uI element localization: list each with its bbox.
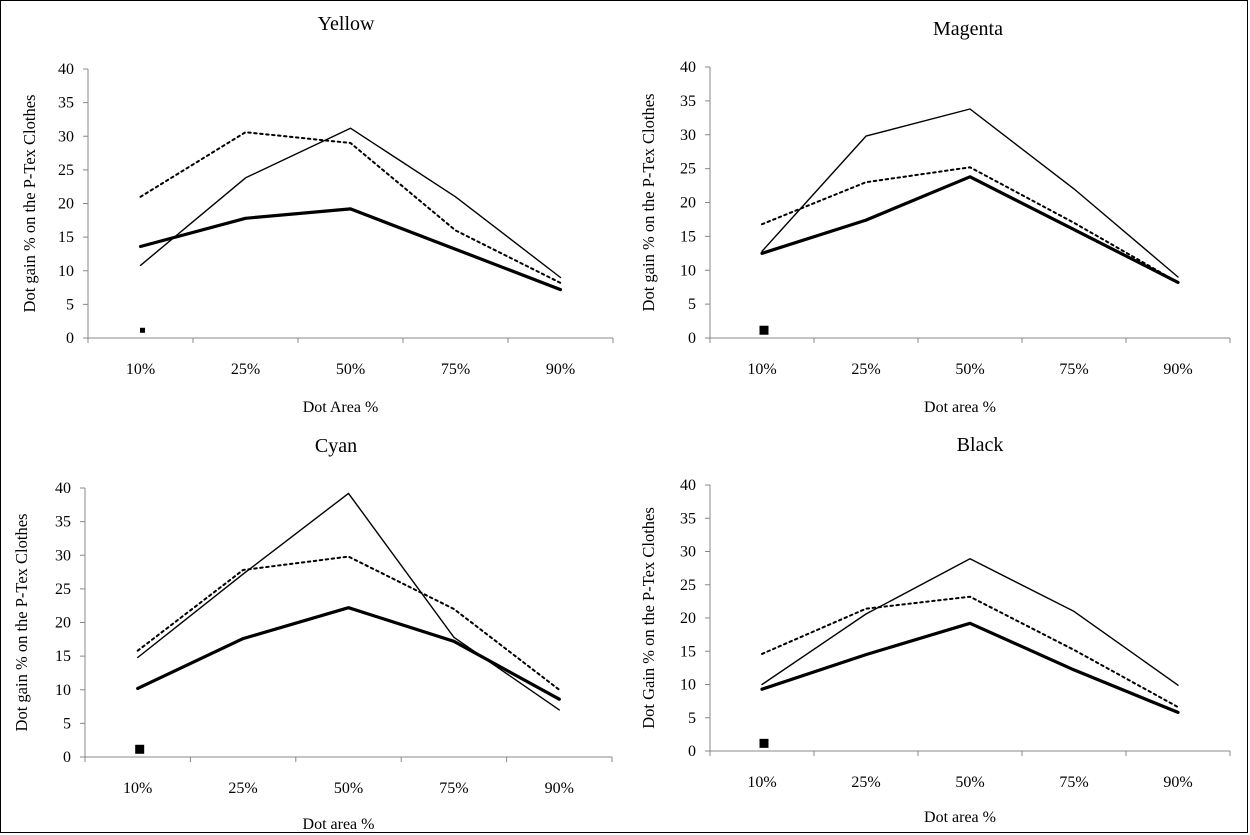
chart-title: Cyan — [315, 435, 357, 457]
chart-panel-3: Cyan 0 5 10 15 20 25 30 35 40 10% 25% 50% 75% 90% Dot a… — [12, 435, 613, 833]
y-axis-label: Dot gain % on the P-Tex Clothes — [12, 514, 31, 732]
y-axis-label: Dot Gain % on the P-Tex Clothes — [639, 507, 658, 729]
x-tick-label: 10% — [126, 361, 155, 378]
y-tick-label: 35 — [55, 514, 71, 531]
x-tick-label: 75% — [1059, 361, 1088, 378]
y-tick-label: 5 — [688, 296, 696, 313]
y-tick-label: 20 — [58, 196, 74, 213]
x-tick-label: 10% — [747, 361, 776, 378]
series-line-thick-solid — [138, 207, 563, 292]
chart-title: Black — [957, 434, 1004, 456]
y-axis-label: Dot gain % on the P-Tex Clothes — [20, 95, 39, 313]
chart-title: Yellow — [318, 13, 375, 35]
x-axis-label: Dot area % — [303, 816, 375, 833]
y-tick-label: 10 — [680, 262, 696, 279]
y-tick-label: 35 — [680, 510, 696, 527]
x-tick-label: 90% — [1163, 774, 1192, 791]
y-tick-label: 0 — [66, 330, 74, 347]
y-tick-label: 0 — [63, 749, 71, 766]
y-tick-label: 5 — [63, 715, 71, 732]
series-line-dotted — [139, 131, 562, 284]
y-tick-label: 35 — [680, 93, 696, 110]
y-tick-label: 25 — [680, 577, 696, 594]
x-tick-label: 50% — [955, 361, 984, 378]
y-tick-label: 30 — [58, 128, 74, 145]
marker-square — [759, 325, 769, 335]
chart-panel-1: Yellow 0 5 10 15 20 25 30 35 40 10% 25% 50% 75% 90% Dot… — [20, 13, 614, 416]
y-tick-label: 40 — [55, 480, 71, 497]
y-tick-label: 5 — [688, 710, 696, 727]
series-line-thick-solid — [136, 606, 561, 701]
y-tick-label: 35 — [58, 95, 74, 112]
y-tick-label: 40 — [58, 61, 74, 78]
y-tick-label: 5 — [66, 296, 74, 313]
x-tick-label: 25% — [231, 361, 260, 378]
y-tick-label: 10 — [55, 682, 71, 699]
y-tick-label: 25 — [680, 161, 696, 178]
series-line-thin-solid — [139, 127, 562, 279]
x-tick-label: 90% — [546, 361, 575, 378]
series-line-dotted — [761, 166, 1179, 284]
x-tick-label: 90% — [545, 780, 574, 797]
y-tick-label: 20 — [680, 610, 696, 627]
y-tick-label: 40 — [680, 477, 696, 494]
x-tick-label: 75% — [441, 361, 470, 378]
x-tick-label: 25% — [851, 774, 880, 791]
x-axis-label: Dot area % — [924, 399, 996, 416]
y-tick-label: 0 — [688, 743, 696, 760]
x-tick-label: 25% — [228, 780, 257, 797]
x-tick-label: 25% — [851, 361, 880, 378]
series-line-dotted — [136, 555, 561, 691]
x-axis-label: Dot Area % — [303, 399, 379, 416]
x-tick-label: 90% — [1163, 361, 1192, 378]
chart-title: Magenta — [933, 18, 1003, 40]
x-tick-label: 10% — [123, 780, 152, 797]
y-tick-label: 20 — [680, 195, 696, 212]
y-tick-label: 30 — [55, 547, 71, 564]
y-tick-label: 15 — [680, 643, 696, 660]
y-tick-label: 15 — [58, 229, 74, 246]
chart-panel-4: Black 0 5 10 15 20 25 30 35 40 10% 25% 50% 75% 90% Dot … — [639, 434, 1231, 826]
chart-panel-2: Magenta 0 5 10 15 20 25 30 35 40 10% 25% 50% 75% 90% Do… — [639, 18, 1231, 416]
x-tick-label: 75% — [439, 780, 468, 797]
x-tick-label: 50% — [336, 361, 365, 378]
y-tick-label: 15 — [55, 648, 71, 665]
x-tick-label: 50% — [955, 774, 984, 791]
marker-square — [140, 327, 145, 333]
y-tick-label: 30 — [680, 544, 696, 561]
series-line-thick-solid — [760, 175, 1180, 284]
series-line-thin-solid — [761, 108, 1179, 278]
y-tick-label: 15 — [680, 228, 696, 245]
y-tick-label: 30 — [680, 127, 696, 144]
y-axis-label: Dot gain % on the P-Tex Clothes — [639, 94, 658, 312]
series-line-thin-solid — [761, 558, 1179, 686]
x-tick-label: 75% — [1059, 774, 1088, 791]
marker-square — [135, 744, 145, 754]
y-tick-label: 20 — [55, 615, 71, 632]
x-tick-label: 10% — [747, 774, 776, 791]
y-tick-label: 40 — [680, 59, 696, 76]
y-tick-label: 25 — [58, 162, 74, 179]
series-line-dotted — [761, 595, 1179, 709]
y-tick-label: 0 — [688, 330, 696, 347]
x-tick-label: 50% — [334, 780, 363, 797]
y-tick-label: 10 — [680, 677, 696, 694]
series-line-thick-solid — [760, 621, 1180, 715]
y-tick-label: 10 — [58, 263, 74, 280]
y-tick-label: 25 — [55, 581, 71, 598]
marker-square — [759, 738, 769, 748]
x-axis-label: Dot area % — [924, 809, 996, 826]
